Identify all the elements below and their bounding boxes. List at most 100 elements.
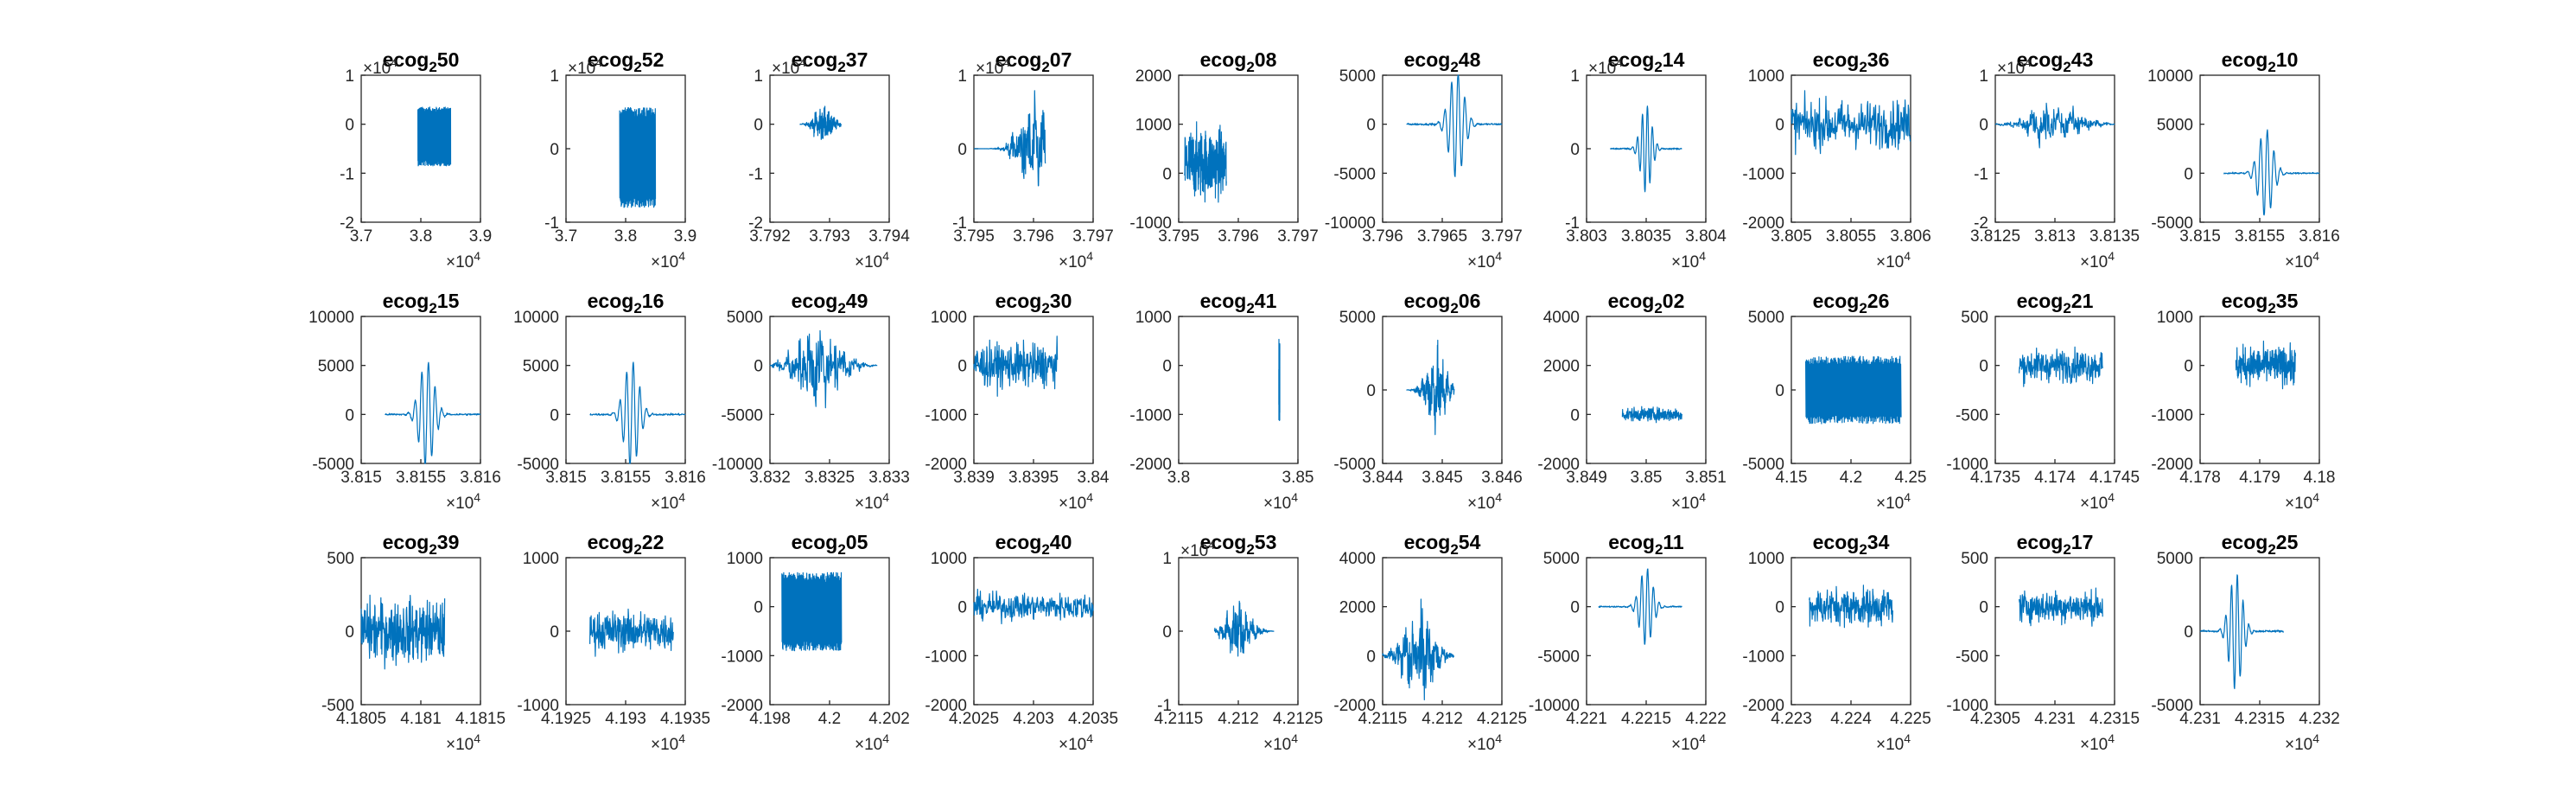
x-tick-label: 3.813 [2034, 227, 2076, 246]
y-tick-label: -2 [748, 214, 763, 233]
x-tick-label: 3.7965 [1417, 227, 1467, 246]
x-tick-label: 3.8055 [1826, 227, 1876, 246]
signal-trace [1406, 74, 1503, 177]
subplot-title: ecog230 [995, 290, 1072, 316]
signal-trace [1598, 568, 1682, 645]
title-base: ecog [1404, 48, 1451, 71]
y-tick-label: -1 [340, 165, 354, 183]
x-tick-label: 3.8155 [396, 469, 446, 487]
y-tick-label: 0 [1162, 623, 1172, 642]
y-tick-label: 1000 [931, 550, 967, 568]
subplot-title: ecog221 [2017, 290, 2094, 316]
y-tick-label: -10000 [1529, 697, 1580, 715]
x-tick-label: 4.2035 [1068, 710, 1118, 728]
subplot-ecog-2-34: ecog234 4.223 4.224 4.225 -2000 -1000 0 1000 ×10… [1742, 531, 1930, 754]
x-tick-label: 3.815 [545, 469, 587, 487]
y-tick-label: -1000 [925, 406, 967, 425]
y-tick-label: 1 [1979, 67, 1988, 86]
title-subscript: 2 [2268, 59, 2275, 75]
title-number: 52 [642, 48, 665, 71]
title-base: ecog [792, 290, 838, 312]
x-tick-label: 3.8125 [1970, 227, 2020, 246]
subplot-ecog-2-48: ecog248 3.796 3.7965 3.797 -10000 -5000 0 5000 ×… [1325, 48, 1523, 271]
y-tick-label: -2000 [1333, 697, 1376, 715]
y-tick-label: -1000 [1742, 165, 1784, 183]
y-tick-label: -10000 [712, 456, 763, 474]
y-tick-label: 5000 [1339, 67, 1376, 86]
subplot-ecog-2-21: ecog221 4.1735 4.174 4.1745 -1000 -500 0 500 ×10… [1946, 290, 2140, 513]
x-tick-label: 4.2125 [1477, 710, 1527, 728]
title-base: ecog [2222, 48, 2268, 71]
subplot-ecog-2-26: ecog226 4.15 4.2 4.25 -5000 0 5000 ×104 [1742, 290, 1926, 513]
y-tick-label: 1 [1162, 550, 1172, 568]
y-tick-label: 0 [957, 141, 967, 159]
axes-frame [769, 316, 890, 464]
x-tick-label: 4.2115 [1154, 710, 1204, 728]
subplot-title: ecog206 [1404, 290, 1481, 316]
x-tick-label: 4.212 [1422, 710, 1463, 728]
title-base: ecog [792, 48, 838, 71]
y-tick-label: 5000 [1543, 550, 1580, 568]
y-tick-label: 1000 [1135, 117, 1172, 135]
title-subscript: 2 [1859, 300, 1867, 316]
x-tick-label: 4.193 [605, 710, 646, 728]
x-tick-label: 3.795 [1158, 227, 1199, 246]
title-subscript: 2 [1246, 300, 1254, 316]
x-tick-label: 4.1815 [455, 710, 506, 728]
y-tick-label: 0 [550, 623, 559, 642]
subplot-ecog-2-17: ecog217 4.2305 4.231 4.2315 -1000 -500 0 500 ×10… [1946, 531, 2140, 754]
title-number: 34 [1867, 531, 1890, 553]
y-tick-label: -2000 [2151, 456, 2193, 474]
y-tick-label: 0 [1570, 599, 1580, 617]
subplot-title: ecog208 [1200, 48, 1277, 75]
y-tick-label: -5000 [1333, 165, 1376, 183]
title-subscript: 2 [633, 300, 641, 316]
title-base: ecog [2222, 531, 2268, 553]
title-number: 25 [2276, 531, 2299, 553]
x-tick-label: 4.221 [1566, 710, 1607, 728]
x-tick-label: 3.7 [350, 227, 372, 246]
y-tick-label: 0 [345, 623, 354, 642]
subplot-title: ecog210 [2222, 48, 2299, 75]
x-exponent-label: ×104 [1059, 731, 1093, 754]
y-tick-label: 10000 [2147, 67, 2193, 86]
x-tick-label: 4.2 [1840, 469, 1862, 487]
subplot-ecog-2-36: ecog236 3.805 3.8055 3.806 -2000 -1000 0 1000 ×1… [1742, 48, 1930, 271]
y-tick-label: -500 [1956, 648, 1988, 666]
y-tick-label: -1 [544, 214, 559, 233]
x-exponent-label: ×104 [2080, 249, 2115, 271]
y-exponent-label: ×104 [568, 55, 602, 78]
y-tick-label: 0 [1162, 358, 1172, 376]
title-number: 40 [1050, 531, 1072, 553]
title-subscript: 2 [429, 59, 436, 75]
y-tick-label: 0 [1775, 382, 1784, 400]
y-tick-label: 2000 [1543, 358, 1580, 376]
signal-trace [1213, 600, 1275, 657]
title-number: 35 [2276, 290, 2299, 312]
title-number: 06 [1459, 290, 1481, 312]
y-exponent-label: ×104 [1588, 55, 1623, 78]
x-tick-label: 3.816 [2299, 227, 2340, 246]
axes-frame [973, 316, 1094, 464]
subplot-title: ecog237 [792, 48, 868, 75]
title-subscript: 2 [1246, 59, 1254, 75]
x-tick-label: 4.179 [2239, 469, 2280, 487]
y-tick-label: -5000 [312, 456, 354, 474]
y-tick-label: 0 [2184, 623, 2193, 642]
signal-trace [1790, 90, 1911, 156]
x-tick-label: 4.225 [1890, 710, 1931, 728]
y-tick-label: -2000 [1742, 214, 1784, 233]
y-tick-label: -1 [1157, 697, 1172, 715]
title-base: ecog [1404, 290, 1451, 312]
title-base: ecog [1200, 531, 1247, 553]
y-tick-label: 5000 [318, 358, 354, 376]
x-tick-label: 3.85 [1282, 469, 1314, 487]
subplot-title: ecog202 [1608, 290, 1685, 316]
title-base: ecog [1608, 48, 1655, 71]
title-subscript: 2 [1654, 59, 1662, 75]
x-tick-label: 3.815 [340, 469, 382, 487]
subplot-title: ecog253 [1200, 531, 1277, 558]
x-exponent-label: ×104 [1671, 731, 1706, 754]
y-tick-label: -5000 [1333, 456, 1376, 474]
title-number: 26 [1867, 290, 1890, 312]
